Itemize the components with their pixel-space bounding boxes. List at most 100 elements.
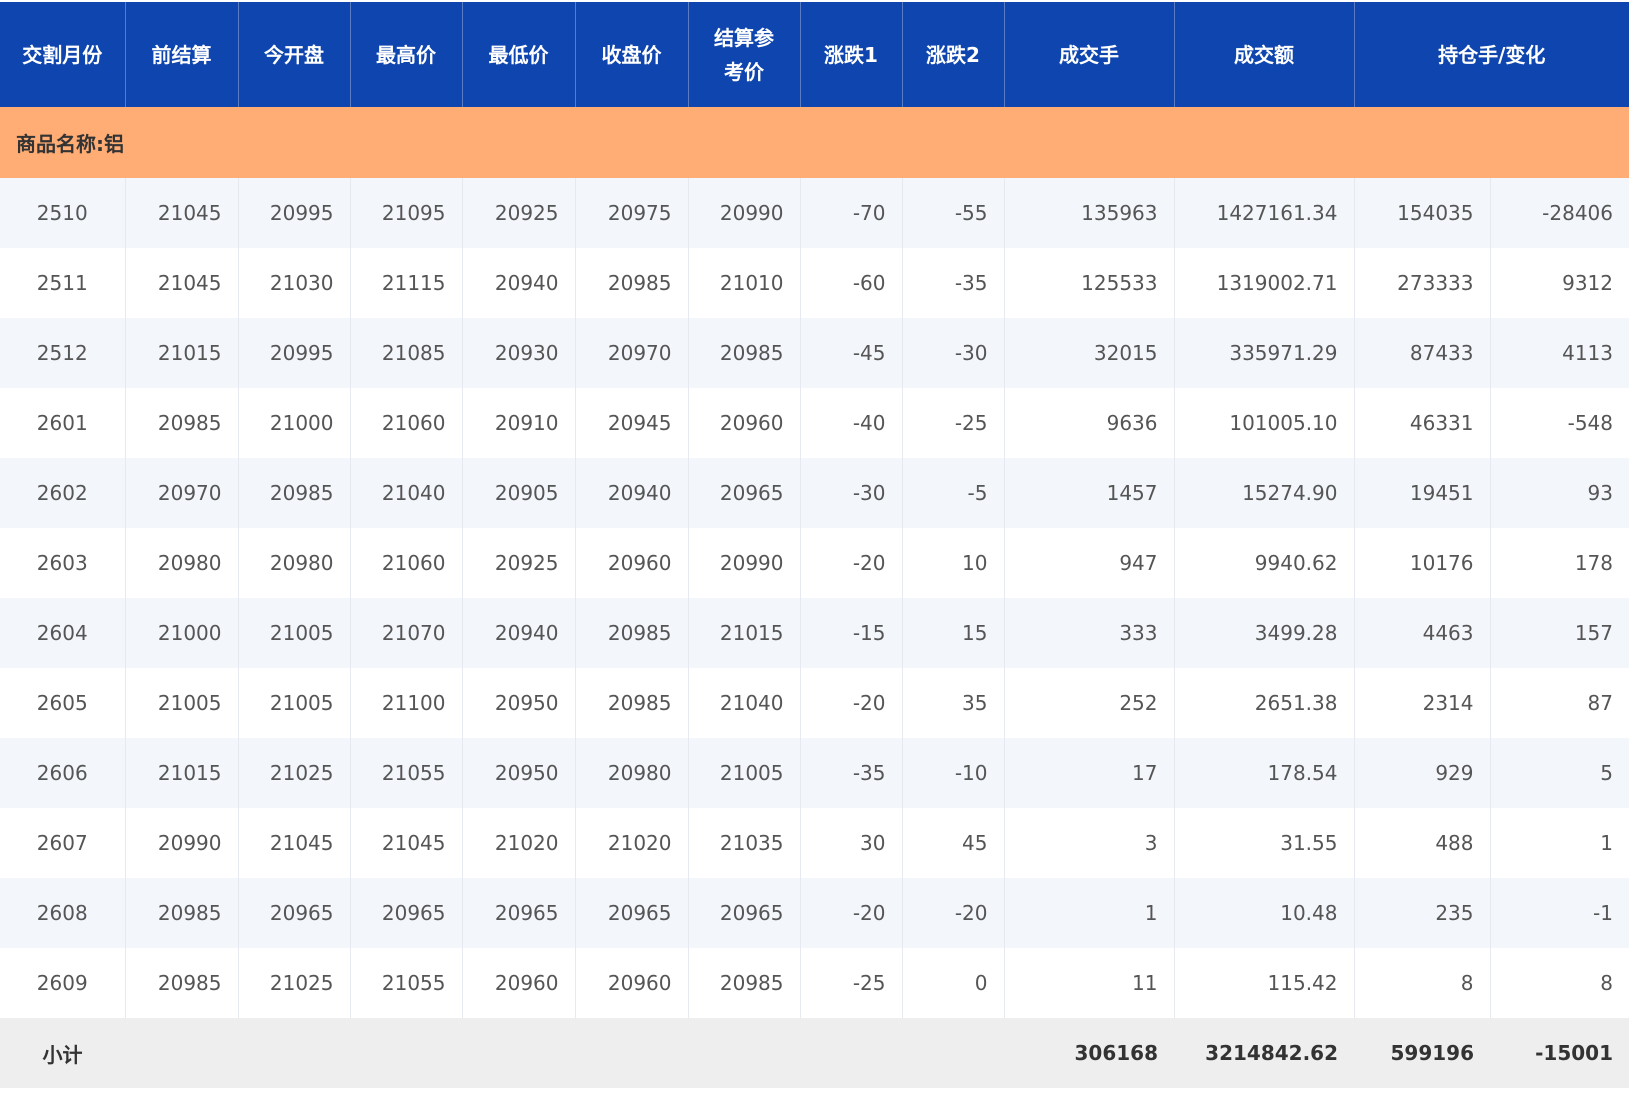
table-cell: 488: [1353, 808, 1490, 878]
table-cell: 32015: [1003, 318, 1174, 388]
table-cell: 1457: [1003, 458, 1174, 528]
table-cell: 333: [1003, 598, 1174, 668]
table-cell: 20960: [687, 388, 800, 458]
table-cell: 21060: [349, 528, 462, 598]
table-cell: 1: [1003, 878, 1174, 948]
table-cell: 20965: [461, 878, 575, 948]
table-cell: 135963: [1003, 178, 1174, 248]
table-cell: 21045: [237, 808, 350, 878]
table-cell: 20960: [574, 528, 688, 598]
table-cell: 2512: [0, 318, 125, 388]
table-cell: 1: [1489, 808, 1629, 878]
table-cell: 21070: [349, 598, 462, 668]
table-cell: 2605: [0, 668, 125, 738]
table-cell: 45: [901, 808, 1004, 878]
table-cell: 87433: [1353, 318, 1490, 388]
table-cell: 101005.10: [1173, 388, 1354, 458]
table-cell: 2314: [1353, 668, 1490, 738]
table-cell: 21025: [237, 948, 350, 1018]
table-cell: 21060: [349, 388, 462, 458]
table-cell: 20985: [687, 948, 800, 1018]
table-cell: 20990: [687, 178, 800, 248]
table-cell: 20945: [574, 388, 688, 458]
commodity-name: 商品名称:铝: [0, 107, 1629, 178]
subtotal-empty-cell: [575, 1018, 688, 1088]
table-cell: 2651.38: [1173, 668, 1354, 738]
table-cell: -45: [799, 318, 902, 388]
table-cell: 20990: [124, 808, 238, 878]
table-cell: 21095: [349, 178, 462, 248]
table-cell: 15274.90: [1173, 458, 1354, 528]
subtotal-empty-cell: [800, 1018, 902, 1088]
table-cell: 20985: [574, 248, 688, 318]
table-cell: 21030: [237, 248, 350, 318]
table-cell: 21000: [237, 388, 350, 458]
table-cell: 21055: [349, 738, 462, 808]
table-cell: 19451: [1353, 458, 1490, 528]
table-cell: 9940.62: [1173, 528, 1354, 598]
table-cell: 20950: [461, 738, 575, 808]
table-cell: -70: [799, 178, 902, 248]
table-cell: 21045: [349, 808, 462, 878]
column-header: 前结算: [124, 2, 238, 107]
table-cell: -30: [799, 458, 902, 528]
table-cell: 15: [901, 598, 1004, 668]
table-cell: -28406: [1489, 178, 1629, 248]
table-cell: -20: [799, 878, 902, 948]
table-cell: 21005: [124, 668, 238, 738]
table-cell: 125533: [1003, 248, 1174, 318]
table-cell: 2604: [0, 598, 125, 668]
table-cell: 335971.29: [1173, 318, 1354, 388]
subtotal-empty-cell: [462, 1018, 575, 1088]
table-cell: 947: [1003, 528, 1174, 598]
table-cell: 10176: [1353, 528, 1490, 598]
table-row: 2609 20985 21025 21055 20960 20960 20985 -25 0 11…: [0, 948, 1629, 1018]
table-row: 2607 20990 21045 21045 21020 21020 21035 30 45 3 3…: [0, 808, 1629, 878]
table-cell: 0: [901, 948, 1004, 1018]
table-cell: 20965: [237, 878, 350, 948]
table-cell: 20980: [124, 528, 238, 598]
table-cell: -5: [901, 458, 1004, 528]
table-cell: -35: [799, 738, 902, 808]
table-cell: 20910: [461, 388, 575, 458]
column-header: 最高价: [349, 2, 462, 107]
table-cell: 21045: [124, 178, 238, 248]
column-header: 成交手: [1003, 2, 1174, 107]
table-cell: 20965: [687, 458, 800, 528]
table-cell: 21055: [349, 948, 462, 1018]
table-cell: 273333: [1353, 248, 1490, 318]
table-cell: 9636: [1003, 388, 1174, 458]
table-cell: 21005: [237, 598, 350, 668]
subtotal-oi-change: -15001: [1490, 1018, 1629, 1088]
column-header: 成交额: [1173, 2, 1354, 107]
table-cell: 235: [1353, 878, 1490, 948]
table-cell: 20970: [574, 318, 688, 388]
table-cell: 21015: [124, 738, 238, 808]
table-cell: 9312: [1489, 248, 1629, 318]
table-row: 2608 20985 20965 20965 20965 20965 20965 -20 -20…: [0, 878, 1629, 948]
table-cell: -15: [799, 598, 902, 668]
table-cell: 21005: [687, 738, 800, 808]
table-cell: 21115: [349, 248, 462, 318]
table-cell: 20985: [124, 388, 238, 458]
table-cell: 20985: [574, 598, 688, 668]
table-cell: 20925: [461, 528, 575, 598]
table-cell: 2606: [0, 738, 125, 808]
table-cell: 21040: [349, 458, 462, 528]
table-cell: 8: [1489, 948, 1629, 1018]
table-cell: -30: [901, 318, 1004, 388]
table-cell: 2511: [0, 248, 125, 318]
table-cell: 1427161.34: [1173, 178, 1354, 248]
table-cell: -55: [901, 178, 1004, 248]
subtotal-label: 小计: [0, 1018, 125, 1088]
table-cell: 2603: [0, 528, 125, 598]
table-cell: 20960: [461, 948, 575, 1018]
table-cell: 21000: [124, 598, 238, 668]
table-cell: 2601: [0, 388, 125, 458]
table-cell: 4113: [1489, 318, 1629, 388]
table-cell: 178: [1489, 528, 1629, 598]
table-cell: 2602: [0, 458, 125, 528]
table-cell: 93: [1489, 458, 1629, 528]
table-cell: 3499.28: [1173, 598, 1354, 668]
